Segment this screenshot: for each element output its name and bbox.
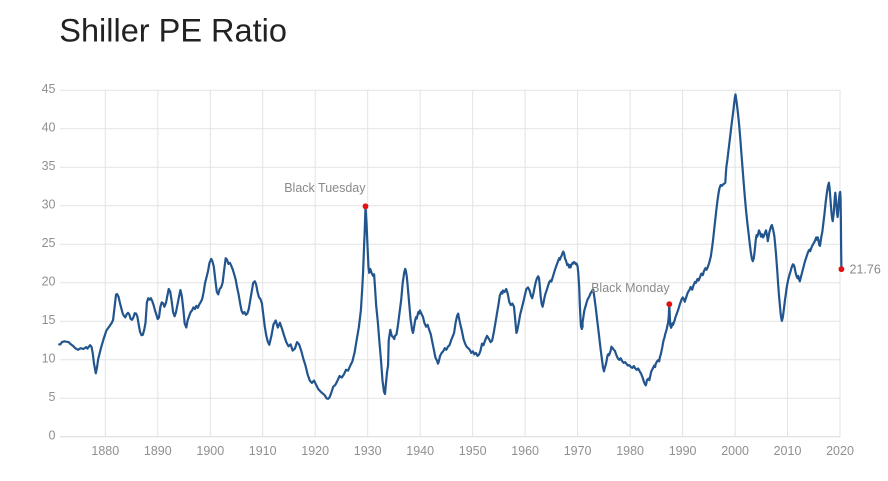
- svg-text:10: 10: [42, 352, 56, 366]
- svg-text:1940: 1940: [406, 444, 434, 458]
- svg-text:1980: 1980: [616, 444, 644, 458]
- svg-text:Black Monday: Black Monday: [591, 281, 670, 295]
- svg-text:1900: 1900: [196, 444, 224, 458]
- svg-text:15: 15: [42, 313, 56, 327]
- svg-text:30: 30: [42, 198, 56, 212]
- svg-text:Shiller PE Ratio: Shiller PE Ratio: [59, 13, 287, 49]
- svg-text:2000: 2000: [721, 444, 749, 458]
- svg-text:1910: 1910: [249, 444, 277, 458]
- svg-text:2010: 2010: [774, 444, 802, 458]
- svg-text:Black Tuesday: Black Tuesday: [284, 181, 366, 195]
- svg-text:21.76: 21.76: [850, 263, 881, 277]
- svg-text:20: 20: [42, 275, 56, 289]
- svg-text:1890: 1890: [144, 444, 172, 458]
- svg-text:40: 40: [42, 121, 56, 135]
- svg-text:1990: 1990: [669, 444, 697, 458]
- svg-text:1960: 1960: [511, 444, 539, 458]
- svg-text:1920: 1920: [301, 444, 329, 458]
- svg-text:2020: 2020: [826, 444, 854, 458]
- svg-text:5: 5: [49, 390, 56, 404]
- svg-text:1950: 1950: [459, 444, 487, 458]
- svg-text:1880: 1880: [91, 444, 119, 458]
- svg-text:1970: 1970: [564, 444, 592, 458]
- svg-text:45: 45: [42, 82, 56, 96]
- svg-text:35: 35: [42, 159, 56, 173]
- svg-text:0: 0: [49, 429, 56, 443]
- svg-text:1930: 1930: [354, 444, 382, 458]
- svg-text:25: 25: [42, 236, 56, 250]
